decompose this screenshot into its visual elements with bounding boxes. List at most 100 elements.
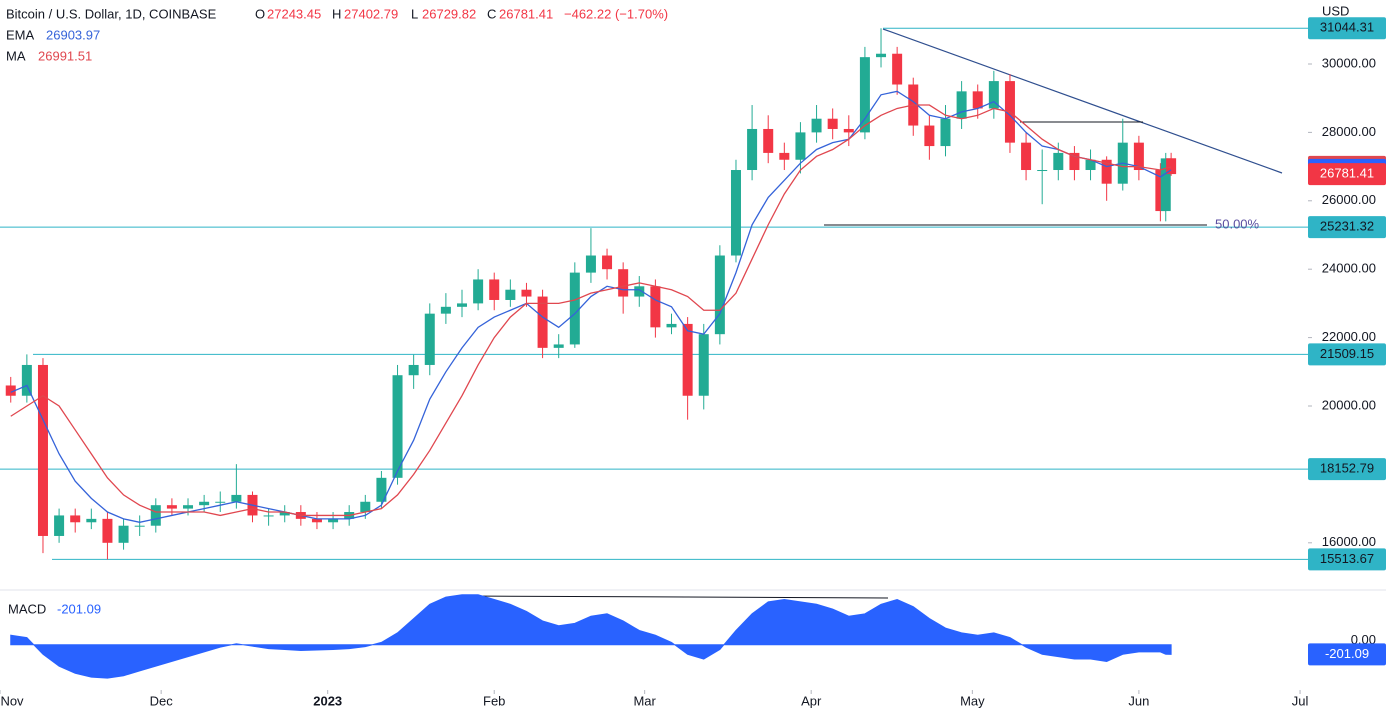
candle-body xyxy=(263,515,274,517)
candle-body xyxy=(166,505,177,509)
macd-tag: -201.09 xyxy=(1325,646,1369,661)
candle-body xyxy=(682,323,693,396)
ohlc-key: C xyxy=(487,6,496,21)
ohlc-value: 27243.45 xyxy=(267,6,321,21)
candle-body xyxy=(134,525,145,527)
fib-label: 50.00% xyxy=(1215,216,1260,231)
ohlc-value: 27402.79 xyxy=(344,6,398,21)
candle-body xyxy=(698,334,709,396)
candle-body xyxy=(37,364,48,536)
candle-body xyxy=(892,53,903,85)
divergence-line xyxy=(467,595,889,599)
candle-body xyxy=(102,518,113,543)
candle-body xyxy=(54,515,65,536)
level-tag: 18152.79 xyxy=(1320,461,1374,476)
candle-body xyxy=(666,323,677,328)
candle-body xyxy=(183,505,194,509)
candle-body xyxy=(763,128,774,153)
candle-body xyxy=(1166,158,1177,175)
level-tag: 31044.31 xyxy=(1320,20,1374,35)
candle-body xyxy=(988,81,999,109)
candle-body xyxy=(70,515,81,523)
candle-body xyxy=(972,91,983,109)
candle-body xyxy=(714,255,725,335)
candle-body xyxy=(650,286,661,328)
candle-body xyxy=(811,118,822,133)
candle-body xyxy=(328,518,339,523)
x-tick-label: Feb xyxy=(483,693,505,708)
levels xyxy=(0,27,1308,560)
ohlc-value: 26729.82 xyxy=(422,6,476,21)
candle-body xyxy=(457,303,467,307)
ohlc-key: L xyxy=(411,6,418,21)
ohlc-key: O xyxy=(255,6,265,21)
x-tick-label: Mar xyxy=(633,693,656,708)
candle-body xyxy=(1069,152,1080,171)
y-tick-label: 24000.00 xyxy=(1322,261,1376,276)
change: −462.22 (−1.70%) xyxy=(564,6,668,21)
x-tick-label: Jun xyxy=(1128,693,1149,708)
candle-body xyxy=(360,501,371,513)
candle-body xyxy=(376,477,387,502)
close-tag: 26781.41 xyxy=(1320,166,1374,181)
indicator-line xyxy=(10,104,1172,517)
candle-body xyxy=(730,170,741,256)
candle-body xyxy=(1021,142,1032,171)
candle-body xyxy=(602,255,613,270)
y-tick-label: 20000.00 xyxy=(1322,397,1376,412)
y-tick-label: 28000.00 xyxy=(1322,124,1376,139)
candle-body xyxy=(859,57,870,133)
x-tick-label: Nov xyxy=(0,693,24,708)
candle-body xyxy=(1053,152,1064,171)
candle-body xyxy=(473,279,484,304)
chart-title: Bitcoin / U.S. Dollar, 1D, COINBASE xyxy=(6,6,217,21)
candle-body xyxy=(843,128,854,133)
candle-body xyxy=(924,125,935,147)
candle-body xyxy=(440,306,451,314)
candle-body xyxy=(634,286,645,297)
candle-body xyxy=(1085,159,1096,171)
macd-value: -201.09 xyxy=(57,601,101,616)
legend-name: MA xyxy=(6,48,26,63)
candle-body xyxy=(118,525,129,543)
candle-body xyxy=(408,364,419,376)
candle-body xyxy=(86,518,97,523)
y-tick-label: 30000.00 xyxy=(1322,55,1376,70)
candle-body xyxy=(489,279,500,300)
macd-tag-bg xyxy=(1308,643,1386,666)
candle-body xyxy=(618,269,629,297)
candle-body xyxy=(1155,170,1166,212)
candle-body xyxy=(553,344,564,348)
header: Bitcoin / U.S. Dollar, 1D, COINBASE O 27… xyxy=(6,6,668,616)
price-tags: 31044.31 25231.32 21509.15 18152.79 15513.67… xyxy=(1308,17,1386,666)
x-tick-label: Apr xyxy=(801,693,822,708)
level-tag-bg xyxy=(1308,343,1386,366)
ohlc-value: 26781.41 xyxy=(499,6,553,21)
legend-value: 26991.51 xyxy=(38,48,92,63)
candle-body xyxy=(5,385,16,396)
y-tick-label: 22000.00 xyxy=(1322,329,1376,344)
level-tag-bg xyxy=(1308,17,1386,40)
candle-body xyxy=(779,152,790,160)
ohlc-key: H xyxy=(332,6,341,21)
legend-value: 26903.97 xyxy=(46,27,100,42)
y-tick-label: 16000.00 xyxy=(1322,534,1376,549)
legend-name: EMA xyxy=(6,27,35,42)
candle-body xyxy=(795,132,806,160)
candle-body xyxy=(505,289,516,300)
candle-body xyxy=(424,313,435,365)
level-tag-bg xyxy=(1308,216,1386,239)
axes: 16000.0018000.0020000.0022000.0024000.00… xyxy=(0,55,1376,708)
candle-body xyxy=(21,364,32,396)
candle-body xyxy=(747,128,758,171)
candle-body xyxy=(1160,158,1171,212)
candle-body xyxy=(392,375,403,478)
level-tag: 21509.15 xyxy=(1320,346,1374,361)
macd-area xyxy=(10,594,1172,679)
candle-body xyxy=(311,518,322,523)
candle-body xyxy=(537,296,548,348)
candle-body xyxy=(585,255,596,273)
candle-body xyxy=(1133,142,1144,171)
